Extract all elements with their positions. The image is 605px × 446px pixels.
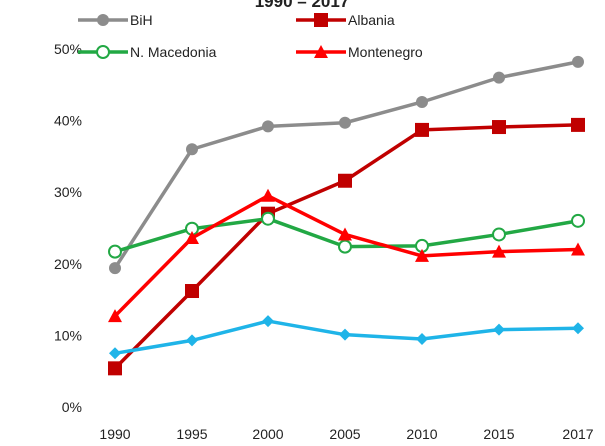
x-tick-label: 2015: [483, 426, 514, 442]
marker: [109, 347, 121, 360]
marker: [415, 122, 429, 137]
marker: [109, 262, 121, 275]
legend-marker: [314, 13, 328, 27]
y-tick-label: 20%: [54, 256, 82, 272]
legend-label: N. Macedonia: [130, 44, 217, 60]
x-tick-label: 2005: [329, 426, 360, 442]
marker: [262, 315, 274, 328]
legend-marker: [314, 45, 328, 58]
chart-title: 1990 – 2017: [255, 0, 350, 11]
legend-marker: [97, 14, 109, 26]
x-tick-label: 1990: [99, 426, 130, 442]
marker: [416, 95, 428, 108]
marker: [261, 211, 275, 226]
x-tick-label: 2017: [562, 426, 593, 442]
marker: [262, 120, 274, 133]
marker: [108, 244, 122, 259]
marker: [493, 71, 505, 84]
y-tick-label: 40%: [54, 113, 82, 129]
marker: [571, 213, 585, 228]
legend-label: Albania: [348, 12, 395, 28]
y-tick-label: 50%: [54, 41, 82, 57]
marker: [185, 231, 199, 245]
marker: [186, 143, 198, 156]
y-tick-label: 10%: [54, 327, 82, 343]
y-tick-label: 30%: [54, 184, 82, 200]
legend-label: Montenegro: [348, 44, 423, 60]
marker: [571, 242, 585, 256]
marker: [571, 117, 585, 132]
marker: [339, 328, 351, 341]
marker: [416, 332, 428, 345]
marker: [338, 239, 352, 254]
marker: [339, 116, 351, 129]
marker: [492, 227, 506, 242]
marker: [338, 173, 352, 188]
marker: [492, 244, 506, 258]
marker: [338, 227, 352, 241]
marker: [492, 120, 506, 135]
marker: [185, 284, 199, 299]
marker: [415, 248, 429, 262]
x-tick-label: 2000: [252, 426, 283, 442]
marker: [108, 361, 122, 376]
marker: [261, 188, 275, 202]
x-tick-label: 2010: [406, 426, 437, 442]
legend-marker: [96, 45, 110, 59]
marker: [493, 323, 505, 336]
marker: [572, 55, 584, 68]
y-tick-label: 0%: [62, 399, 82, 415]
legend-label: BiH: [130, 12, 153, 28]
marker: [572, 322, 584, 335]
marker: [108, 309, 122, 323]
x-tick-label: 1995: [176, 426, 207, 442]
marker: [186, 334, 198, 347]
